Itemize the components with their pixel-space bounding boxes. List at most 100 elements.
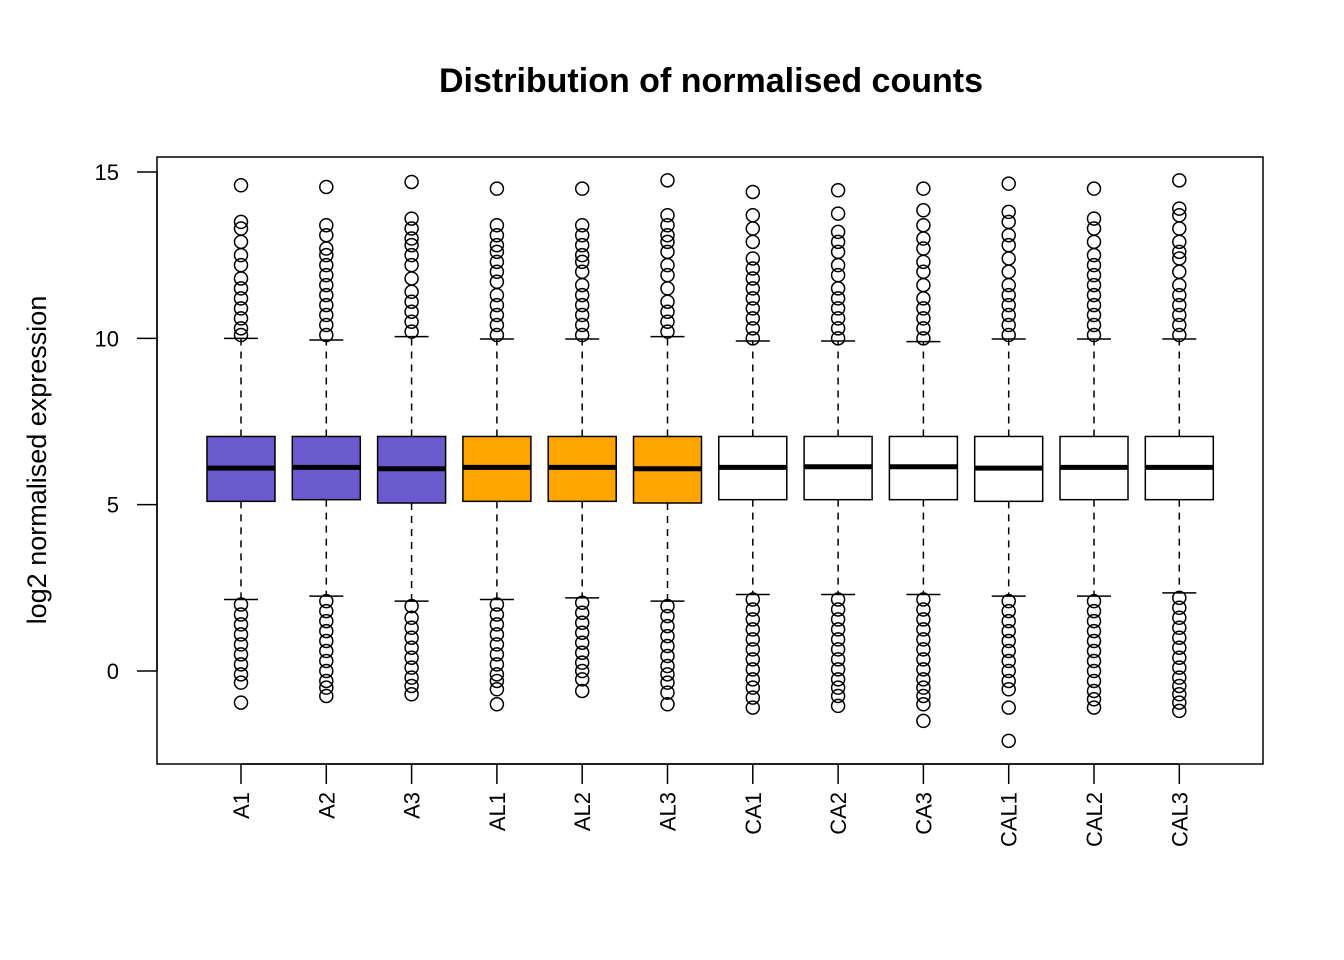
box-AL1	[462, 181, 532, 712]
outlier-point	[745, 291, 761, 306]
outlier-point	[1172, 307, 1187, 323]
outlier-point	[404, 294, 419, 309]
outlier-point	[745, 592, 761, 607]
chart-title: Distribution of normalised counts	[439, 62, 983, 100]
x-tick-label: AL1	[485, 792, 510, 831]
y-tick-label: 5	[107, 493, 119, 518]
outlier-point	[1086, 683, 1102, 699]
outlier-point	[1001, 204, 1016, 220]
outlier-point	[916, 241, 931, 256]
outlier-point	[1172, 201, 1187, 216]
outlier-point	[1086, 603, 1102, 619]
outlier-point	[916, 217, 931, 233]
outlier-point	[404, 620, 419, 636]
outlier-point	[233, 178, 249, 193]
outlier-point	[916, 688, 931, 704]
outlier-point	[489, 297, 505, 313]
outlier-point	[830, 672, 846, 687]
outlier-point	[319, 257, 334, 273]
outlier-point	[574, 683, 590, 699]
outlier-point	[830, 662, 846, 677]
outlier-point	[1086, 593, 1102, 609]
outlier-point	[489, 307, 505, 323]
outlier-point	[233, 327, 249, 343]
outlier-point	[574, 595, 590, 611]
outlier-point	[660, 244, 675, 260]
outlier-point	[745, 311, 761, 326]
outlier-point	[404, 231, 419, 246]
outlier-point	[916, 331, 931, 346]
outlier-point	[489, 217, 505, 233]
outlier-point	[830, 331, 846, 346]
outlier-point	[233, 667, 249, 682]
outlier-point	[233, 321, 249, 336]
outlier-point	[830, 234, 846, 250]
outlier-point	[745, 271, 761, 286]
outlier-point	[1001, 327, 1016, 343]
outlier-point	[574, 645, 590, 660]
outlier-point	[1172, 630, 1187, 645]
outlier-point	[916, 713, 931, 729]
outlier-point	[489, 274, 505, 290]
outlier-point	[1086, 221, 1102, 236]
outlier-point	[574, 663, 590, 679]
outlier-point	[660, 685, 675, 700]
outlier-point	[489, 627, 505, 642]
outlier-point	[319, 307, 334, 323]
outlier-point	[1172, 244, 1187, 260]
outlier-point	[660, 324, 675, 339]
outlier-point	[404, 271, 419, 286]
outlier-point	[574, 181, 590, 196]
outlier-point	[1001, 623, 1016, 639]
outlier-point	[1172, 207, 1187, 223]
outlier-point	[830, 622, 846, 637]
outlier-point	[916, 697, 931, 712]
box-A3	[376, 174, 447, 702]
outlier-point	[574, 307, 590, 323]
outlier-point	[1172, 264, 1187, 280]
outlier-point	[1086, 257, 1102, 273]
outlier-point	[830, 183, 846, 198]
outlier-point	[1001, 297, 1016, 313]
outlier-point	[660, 281, 675, 296]
outlier-point	[660, 217, 675, 233]
outlier-point	[1001, 287, 1016, 303]
outlier-point	[745, 602, 761, 617]
outlier-point	[916, 602, 931, 617]
x-tick-label: CAL1	[997, 792, 1022, 847]
outlier-point	[1001, 733, 1016, 749]
y-tick-label: 15	[95, 160, 119, 185]
outlier-point	[660, 618, 675, 634]
outlier-point	[1086, 327, 1102, 343]
outlier-point	[574, 277, 590, 293]
outlier-point	[830, 224, 846, 240]
outlier-point	[1172, 277, 1187, 293]
outlier-point	[233, 637, 249, 652]
x-tick-label: A2	[314, 792, 339, 819]
outlier-point	[1086, 692, 1102, 707]
outlier-point	[404, 211, 419, 226]
outlier-point	[745, 251, 761, 266]
outlier-point	[319, 680, 334, 695]
outlier-point	[319, 603, 334, 619]
outlier-point	[745, 321, 761, 336]
outlier-point	[319, 633, 334, 649]
box-A2	[291, 179, 362, 704]
outlier-point	[1086, 277, 1102, 293]
outlier-point	[660, 658, 675, 674]
x-tick-label: CA1	[741, 792, 766, 835]
outlier-point	[489, 673, 505, 689]
outlier-point	[830, 612, 846, 627]
outlier-point	[1086, 267, 1102, 283]
outlier-point	[319, 179, 334, 195]
outlier-point	[1086, 673, 1102, 689]
outlier-point	[319, 673, 334, 689]
outlier-point	[233, 247, 249, 263]
outlier-point	[660, 675, 675, 690]
outlier-point	[404, 687, 419, 702]
outlier-point	[660, 234, 675, 250]
outlier-point	[489, 617, 505, 632]
box-AL2	[547, 181, 617, 699]
outlier-point	[660, 227, 675, 243]
outlier-point	[1086, 643, 1102, 659]
